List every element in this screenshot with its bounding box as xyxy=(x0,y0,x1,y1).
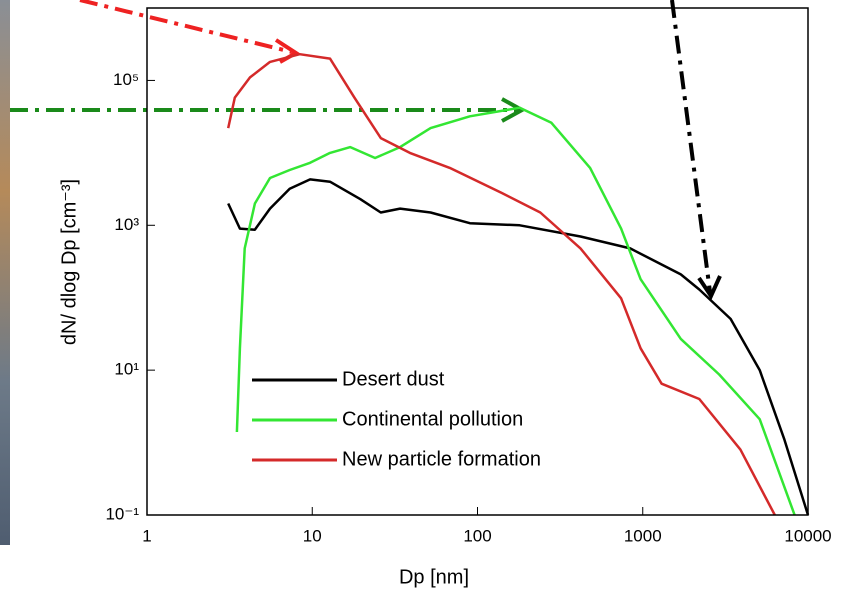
x-tick-label: 1 xyxy=(142,526,151,545)
y-tick-label: 10¹ xyxy=(114,360,139,379)
y-tick-label: 10⁻¹ xyxy=(105,504,139,523)
arrow-head xyxy=(697,275,722,301)
legend-label: Desert dust xyxy=(342,368,445,390)
series-line xyxy=(226,52,776,516)
x-tick-label: 10000 xyxy=(784,526,831,545)
arrow-red xyxy=(79,0,293,54)
x-axis-label: Dp [nm] xyxy=(399,566,469,588)
photo-edge xyxy=(0,0,10,545)
series-line xyxy=(227,178,810,516)
y-tick-label: 10³ xyxy=(114,215,139,234)
legend-label: Continental pollution xyxy=(342,408,523,430)
y-tick-label: 10⁵ xyxy=(113,70,139,89)
legend-label: New particle formation xyxy=(342,448,541,470)
arrow-black xyxy=(670,0,712,293)
plot-frame xyxy=(146,7,809,516)
series-line xyxy=(235,106,796,516)
y-axis-label: dN/ dlog Dp [cm⁻³] xyxy=(58,179,80,345)
x-tick-label: 100 xyxy=(463,526,491,545)
x-tick-label: 1000 xyxy=(624,526,662,545)
annotation-arrows xyxy=(10,0,712,293)
x-tick-label: 10 xyxy=(303,526,322,545)
